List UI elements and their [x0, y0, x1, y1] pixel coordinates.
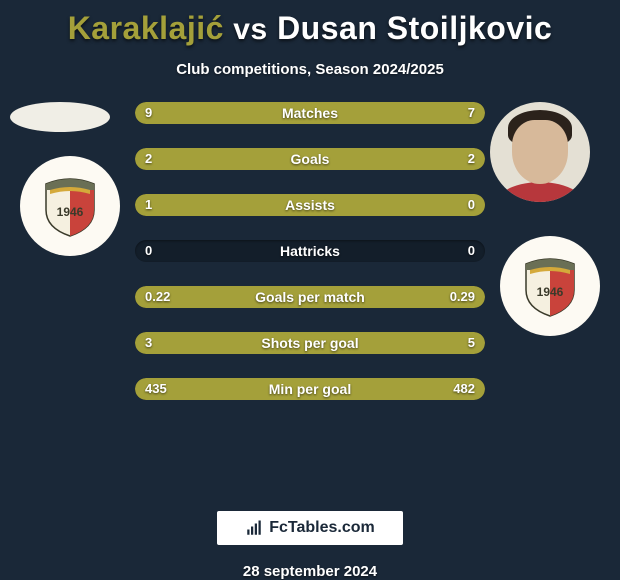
stat-row: 435482Min per goal: [135, 378, 485, 400]
stats-area: 1946 1946 97Matches22Goals10Assists00Hat…: [0, 102, 620, 493]
stat-value-right: 0.29: [450, 286, 475, 308]
stat-row: 0 0Hattricks: [135, 240, 485, 262]
brand-badge: FcTables.com: [217, 511, 403, 545]
bar-right: [310, 148, 485, 170]
bar-left: [135, 194, 485, 216]
stat-value-left: 1: [145, 194, 152, 216]
stat-row: 35Shots per goal: [135, 332, 485, 354]
stat-value-right: 0: [468, 194, 475, 216]
vs-label: vs: [233, 13, 267, 46]
stat-value-left: 435: [145, 378, 167, 400]
stat-value-right: 7: [468, 102, 475, 124]
footer-date: 28 september 2024: [243, 563, 377, 580]
bar-left: [135, 102, 331, 124]
chart-icon: [245, 519, 263, 537]
stat-row: 10Assists: [135, 194, 485, 216]
stat-value-left: 0: [145, 240, 152, 262]
brand-text: FcTables.com: [269, 519, 375, 537]
subtitle: Club competitions, Season 2024/2025: [176, 61, 444, 78]
comparison-title: Karaklajić vs Dusan Stoiljkovic: [68, 10, 553, 47]
bar-left: [135, 332, 266, 354]
stat-bars: 97Matches22Goals10Assists00Hattricks0.22…: [135, 102, 485, 400]
player1-photo-placeholder: [10, 102, 110, 132]
player2-club-badge: 1946: [500, 236, 600, 336]
stat-row: 0.220.29Goals per match: [135, 286, 485, 308]
stat-value-left: 2: [145, 148, 152, 170]
stat-row: 22Goals: [135, 148, 485, 170]
svg-text:1946: 1946: [57, 205, 84, 219]
bar-right: [266, 332, 485, 354]
stat-row: 97Matches: [135, 102, 485, 124]
stat-value-left: 0.22: [145, 286, 170, 308]
stat-value-right: 2: [468, 148, 475, 170]
svg-text:1946: 1946: [537, 285, 564, 299]
stat-value-right: 482: [453, 378, 475, 400]
stat-value-right: 5: [468, 332, 475, 354]
bar-left: [135, 148, 310, 170]
club-shield-icon: 1946: [522, 254, 578, 318]
stat-value-right: 0: [468, 240, 475, 262]
stat-value-left: 9: [145, 102, 152, 124]
player1-name: Karaklajić: [68, 10, 224, 46]
stat-value-left: 3: [145, 332, 152, 354]
player2-name: Dusan Stoiljkovic: [277, 10, 552, 46]
player1-club-badge: 1946: [20, 156, 120, 256]
player2-photo: [490, 102, 590, 202]
bar-right: [331, 102, 485, 124]
stat-label: Hattricks: [135, 240, 485, 262]
club-shield-icon: 1946: [42, 174, 98, 238]
